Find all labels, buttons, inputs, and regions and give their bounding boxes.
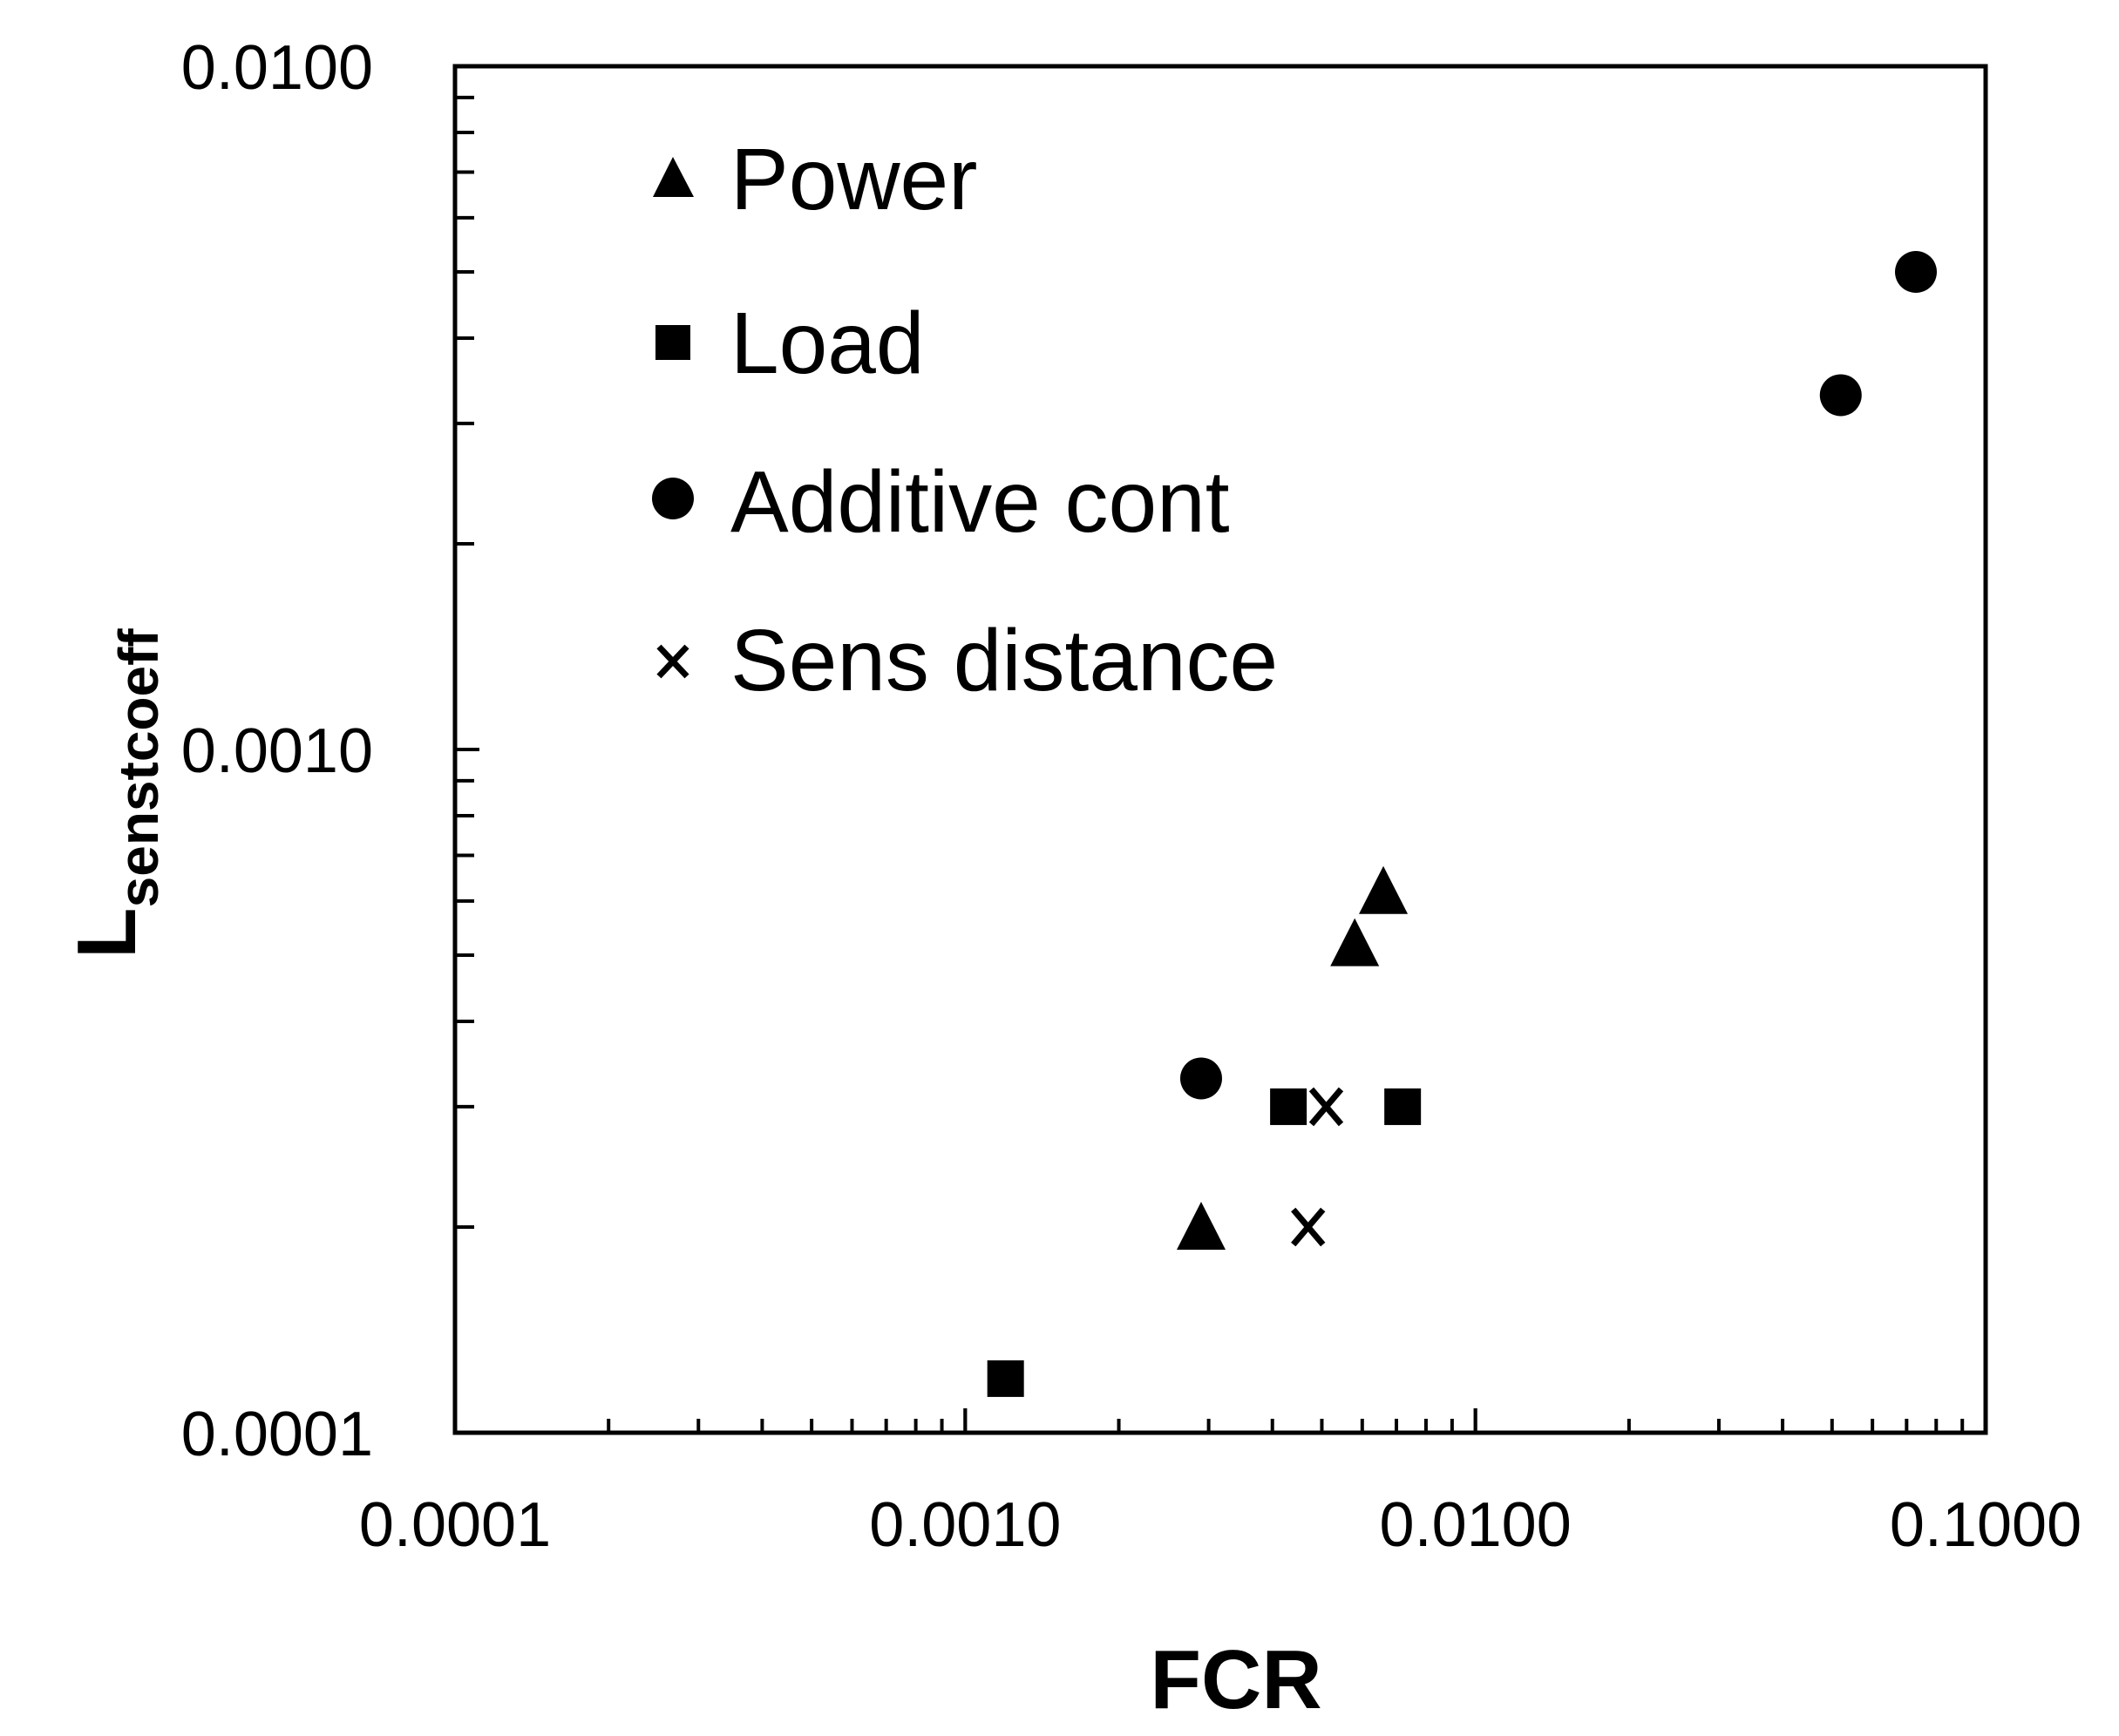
x-tick-label: 0.0010 [869,1490,1061,1560]
square-marker-icon [655,325,690,360]
svg-text:Lsenstcoeff: Lsenstcoeff [60,628,170,959]
point-load [1270,1088,1307,1125]
x-tick-label: 0.1000 [1890,1490,2082,1560]
y-axis-title: Lsenstcoeff [60,628,170,959]
data-points [987,251,1937,1397]
point-power [1176,1201,1226,1250]
legend-label: Load [730,295,924,392]
x-axis-tick-labels: 0.0001 0.0010 0.0100 0.1000 [359,1490,2082,1560]
point-sens-distance [1308,1087,1344,1127]
point-load [1384,1088,1422,1125]
point-additive-cont [1894,251,1937,294]
legend-item-additive-cont: Additive cont [652,453,1230,551]
x-tick-label: 0.0100 [1380,1490,1572,1560]
y-tick-label: 0.0010 [181,716,373,786]
x-tick-label: 0.0001 [359,1490,551,1560]
legend: Power Load Additive cont Sens distance [652,131,1278,709]
legend-item-power: Power [653,131,977,228]
y-tick-label: 0.0100 [181,33,373,103]
legend-label: Additive cont [730,453,1230,551]
y-axis-title-subscript: senstcoeff [107,628,170,908]
circle-marker-icon [652,478,694,519]
point-load [987,1360,1024,1397]
x-axis-ticks [453,1408,1987,1433]
x-marker-icon [656,644,689,679]
point-additive-cont [1179,1057,1222,1100]
point-sens-distance [1291,1207,1326,1247]
point-power [1359,865,1409,914]
plot-area [452,64,1988,1435]
y-axis-title-main: L [60,907,153,959]
y-axis-ticks [455,64,479,1434]
x-axis-title: FCR [1150,1633,1321,1726]
y-tick-label: 0.0001 [181,1400,373,1469]
legend-item-load: Load [655,295,924,392]
legend-label: Power [730,131,977,228]
y-axis-tick-labels: 0.0001 0.0010 0.0100 [181,33,373,1469]
legend-label: Sens distance [730,612,1278,709]
point-power [1330,918,1380,966]
triangle-marker-icon [653,157,694,197]
legend-item-sens-distance: Sens distance [656,612,1278,709]
point-additive-cont [1819,374,1862,417]
